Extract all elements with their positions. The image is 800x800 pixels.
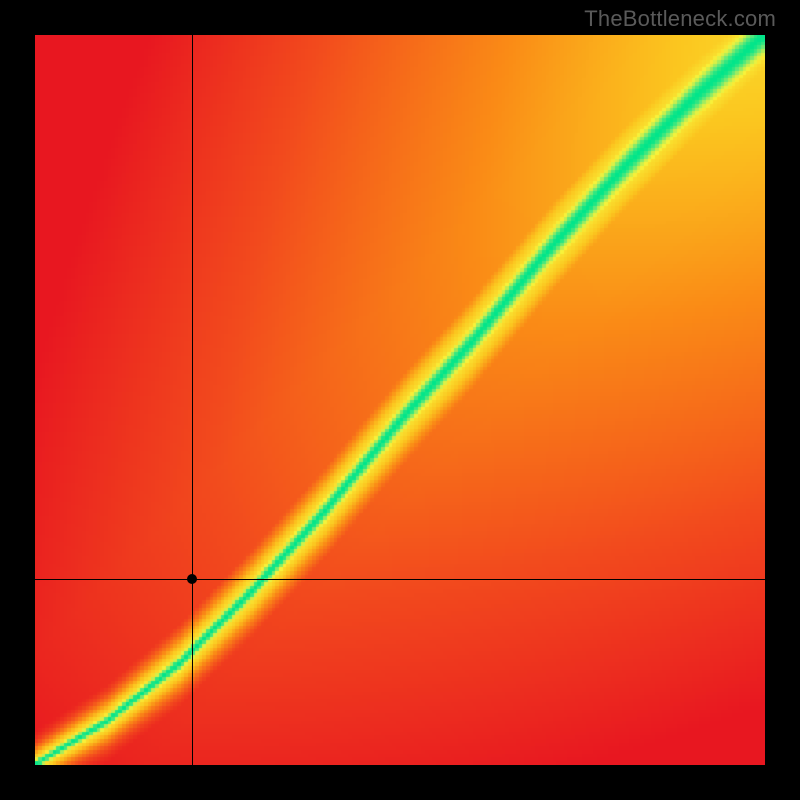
bottleneck-heatmap xyxy=(35,35,765,765)
chart-frame: TheBottleneck.com xyxy=(0,0,800,800)
crosshair-marker xyxy=(187,574,197,584)
crosshair-horizontal xyxy=(35,579,765,580)
crosshair-vertical xyxy=(192,35,193,765)
watermark-text: TheBottleneck.com xyxy=(584,6,776,32)
